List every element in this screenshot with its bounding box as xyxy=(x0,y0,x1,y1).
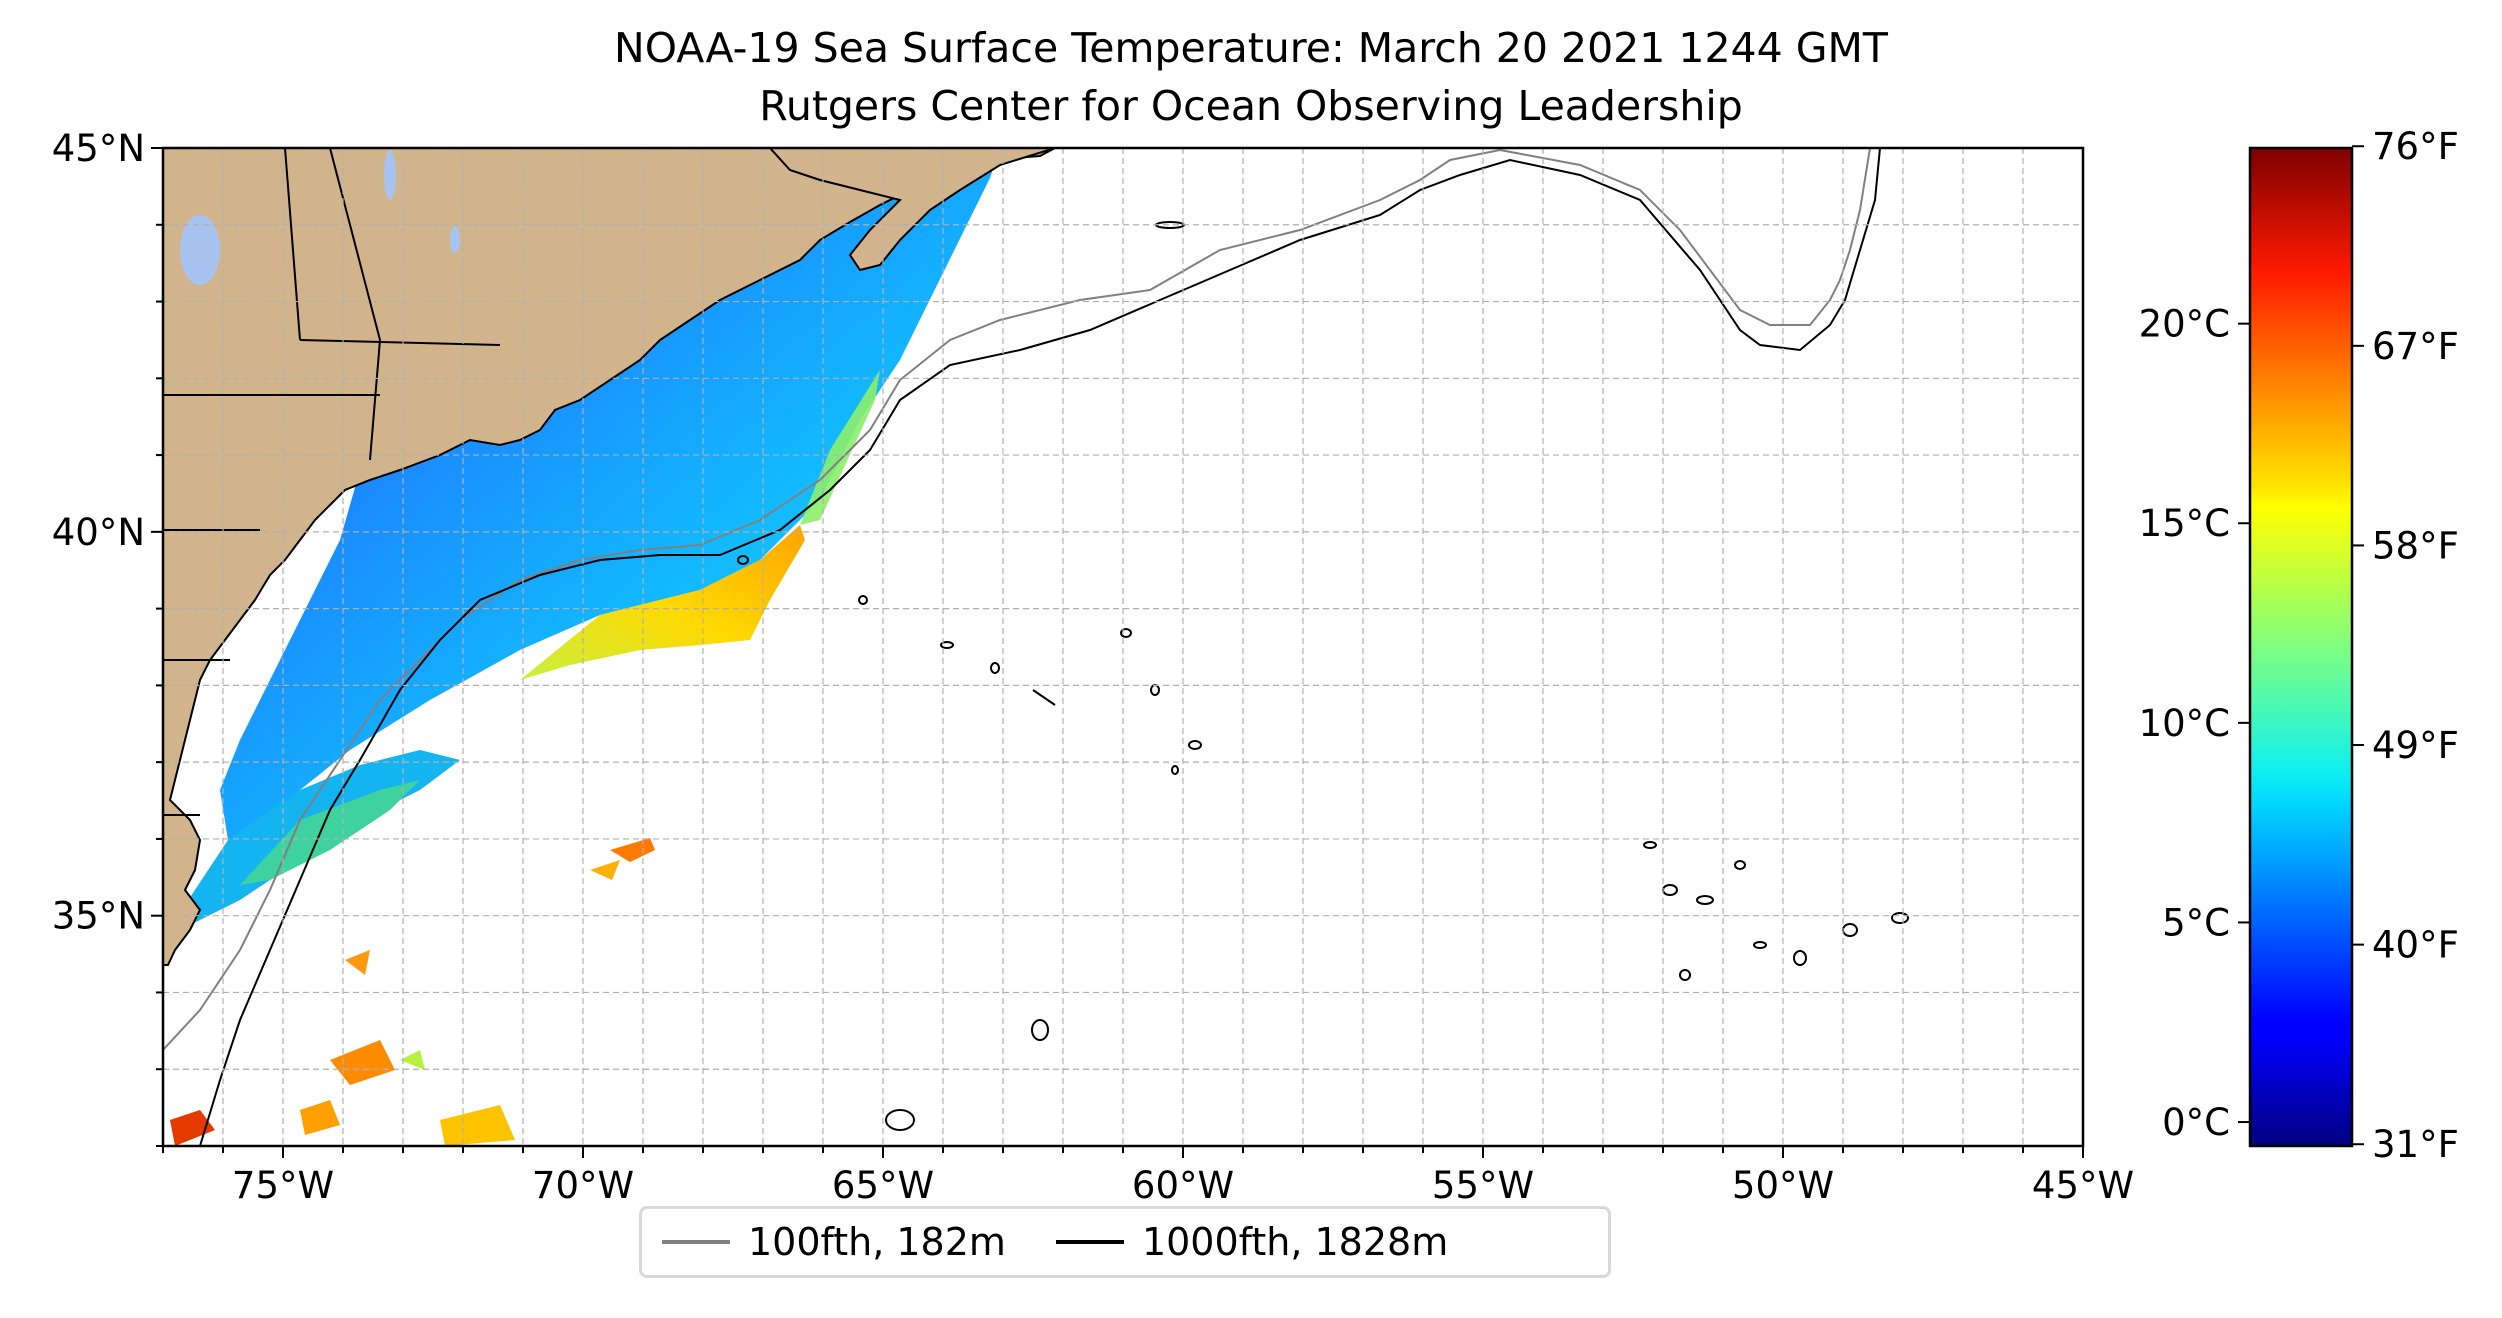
fahrenheit-tick-label: 58°F xyxy=(2372,524,2459,567)
fahrenheit-tick-label: 76°F xyxy=(2372,125,2459,168)
fahrenheit-tick-label: 40°F xyxy=(2372,924,2459,967)
legend-item-1000fth: 1000fth, 1828m xyxy=(1055,1220,1449,1264)
land-mass xyxy=(163,148,1056,966)
colorbar xyxy=(2248,146,2354,1148)
lon-tick-label: 65°W xyxy=(832,1164,934,1207)
axis-ticks: 75°W 70°W 65°W 60°W 55°W 50°W 45°W 35°N 40°N 45°N xyxy=(52,127,2134,1207)
lon-tick-label: 45°W xyxy=(2032,1164,2134,1207)
sst-warm-patches xyxy=(170,838,655,1146)
sst-green-fringe xyxy=(800,370,880,525)
legend-swatch-1000fth xyxy=(1055,1240,1124,1244)
lon-tick-label: 55°W xyxy=(1432,1164,1534,1207)
lat-tick-label: 45°N xyxy=(52,127,145,170)
lon-tick-label: 60°W xyxy=(1132,1164,1234,1207)
celsius-tick-label: 10°C xyxy=(2139,702,2230,745)
legend-swatch-100fth xyxy=(662,1240,730,1244)
land-maritimes xyxy=(768,148,1056,272)
celsius-tick-label: 5°C xyxy=(2162,901,2230,944)
lon-tick-label: 70°W xyxy=(532,1164,634,1207)
isobath-100fth xyxy=(163,148,1871,1051)
lon-tick-label: 75°W xyxy=(232,1164,334,1207)
lat-tick-label: 35°N xyxy=(52,895,145,938)
celsius-tick-label: 15°C xyxy=(2139,502,2230,545)
fahrenheit-tick-label: 31°F xyxy=(2372,1123,2459,1166)
lat-tick-label: 40°N xyxy=(52,511,145,554)
celsius-tick-label: 0°C xyxy=(2162,1101,2230,1144)
fahrenheit-tick-label: 49°F xyxy=(2372,724,2459,767)
state-borders xyxy=(163,148,501,816)
gridlines xyxy=(163,148,2083,1146)
legend-label-1000fth: 1000fth, 1828m xyxy=(1141,1220,1449,1264)
lon-tick-label: 50°W xyxy=(1732,1164,1834,1207)
legend-label-100fth: 100fth, 182m xyxy=(748,1220,1006,1264)
legend-item-100fth: 100fth, 182m xyxy=(662,1220,1006,1264)
colorbar-ticks: 0°C 5°C 10°C 15°C 20°C 31°F 40°F 49°F 58°F 67°F 76… xyxy=(2139,125,2459,1166)
map-title: NOAA-19 Sea Surface Temperature: March 2… xyxy=(614,24,1888,72)
sst-gulfstream-patch xyxy=(240,780,420,885)
celsius-tick-label: 20°C xyxy=(2139,303,2230,346)
fahrenheit-tick-label: 67°F xyxy=(2372,325,2459,368)
sst-cold-swath xyxy=(220,148,1000,840)
map-subtitle: Rutgers Center for Ocean Observing Leade… xyxy=(759,82,1743,130)
sst-warm-band xyxy=(520,525,805,680)
isobath-legend: 100fth, 182m 1000fth, 1828m xyxy=(639,1206,1611,1278)
isobath-1000fth xyxy=(199,148,1881,1146)
lakes xyxy=(180,150,460,285)
